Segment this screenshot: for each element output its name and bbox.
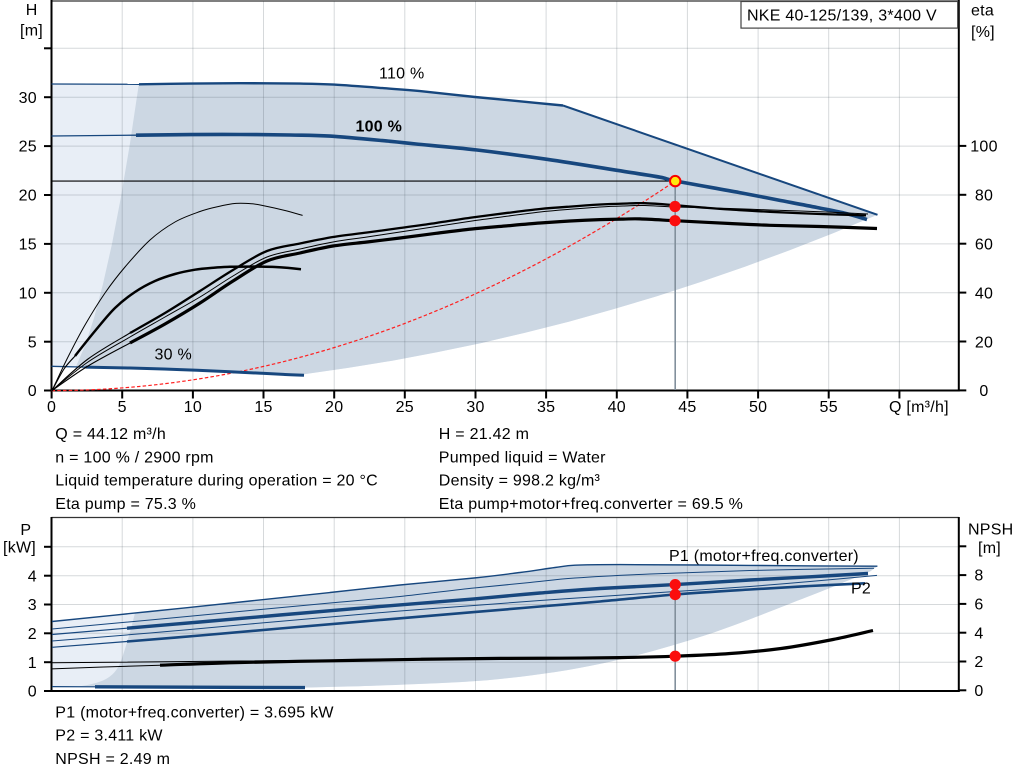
- svg-text:4: 4: [974, 625, 983, 642]
- svg-text:P: P: [20, 522, 31, 539]
- svg-text:NPSH: NPSH: [968, 522, 1013, 539]
- svg-text:Pumped liquid = Water: Pumped liquid = Water: [439, 449, 606, 466]
- svg-text:5: 5: [118, 399, 127, 416]
- svg-text:n = 100 % / 2900 rpm: n = 100 % / 2900 rpm: [55, 449, 213, 466]
- svg-text:3: 3: [28, 597, 37, 614]
- svg-text:35: 35: [537, 399, 555, 416]
- svg-text:P1 (motor+freq.converter) = 3.: P1 (motor+freq.converter) = 3.695 kW: [55, 704, 334, 721]
- svg-text:5: 5: [28, 334, 37, 351]
- svg-text:30: 30: [466, 399, 484, 416]
- svg-text:10: 10: [184, 399, 202, 416]
- svg-text:[kW]: [kW]: [3, 540, 36, 557]
- svg-text:80: 80: [975, 188, 993, 205]
- svg-text:20: 20: [19, 188, 37, 205]
- svg-text:20: 20: [325, 399, 343, 416]
- svg-text:Q [m³/h]: Q [m³/h]: [889, 399, 949, 416]
- svg-text:eta: eta: [971, 3, 994, 20]
- svg-text:4: 4: [28, 568, 37, 585]
- svg-text:NPSH = 2.49 m: NPSH = 2.49 m: [55, 751, 170, 768]
- svg-text:15: 15: [254, 399, 272, 416]
- svg-text:20: 20: [975, 334, 993, 351]
- svg-text:100 %: 100 %: [356, 119, 403, 136]
- svg-text:6: 6: [974, 597, 983, 614]
- svg-text:0: 0: [979, 383, 988, 400]
- svg-text:8: 8: [974, 568, 983, 585]
- svg-text:40: 40: [608, 399, 626, 416]
- svg-text:40: 40: [975, 285, 993, 302]
- svg-text:100: 100: [970, 139, 997, 156]
- svg-text:25: 25: [396, 399, 414, 416]
- svg-text:[%]: [%]: [971, 24, 995, 41]
- svg-text:NKE 40-125/139, 3*400 V: NKE 40-125/139, 3*400 V: [747, 8, 937, 25]
- svg-text:45: 45: [678, 399, 696, 416]
- svg-text:Liquid temperature during oper: Liquid temperature during operation = 20…: [55, 473, 378, 490]
- svg-text:Eta pump = 75.3 %: Eta pump = 75.3 %: [55, 496, 196, 513]
- svg-text:15: 15: [19, 237, 37, 254]
- svg-text:30: 30: [19, 90, 37, 107]
- svg-text:110 %: 110 %: [379, 66, 424, 83]
- svg-text:Density = 998.2 kg/m³: Density = 998.2 kg/m³: [439, 473, 601, 490]
- svg-text:0: 0: [974, 683, 983, 700]
- svg-text:60: 60: [975, 237, 993, 254]
- svg-text:55: 55: [820, 399, 838, 416]
- svg-text:H: H: [26, 2, 38, 19]
- svg-text:P2 = 3.411 kW: P2 = 3.411 kW: [55, 728, 163, 745]
- svg-text:10: 10: [19, 285, 37, 302]
- svg-text:1: 1: [28, 655, 37, 672]
- svg-text:[m]: [m]: [20, 23, 43, 40]
- svg-text:[m]: [m]: [978, 540, 1001, 557]
- svg-text:Eta pump+motor+freq.converter: Eta pump+motor+freq.converter = 69.5 %: [439, 496, 743, 513]
- svg-text:30 %: 30 %: [155, 347, 192, 364]
- svg-text:P2: P2: [851, 580, 871, 597]
- svg-text:50: 50: [749, 399, 767, 416]
- svg-text:2: 2: [974, 654, 983, 671]
- svg-text:0: 0: [47, 399, 56, 416]
- svg-text:25: 25: [19, 139, 37, 156]
- svg-text:Q = 44.12 m³/h: Q = 44.12 m³/h: [55, 426, 166, 443]
- svg-text:0: 0: [28, 383, 37, 400]
- svg-text:P1 (motor+freq.converter): P1 (motor+freq.converter): [669, 548, 859, 565]
- svg-text:2: 2: [28, 626, 37, 643]
- svg-text:0: 0: [28, 684, 37, 701]
- svg-text:H = 21.42 m: H = 21.42 m: [439, 426, 529, 443]
